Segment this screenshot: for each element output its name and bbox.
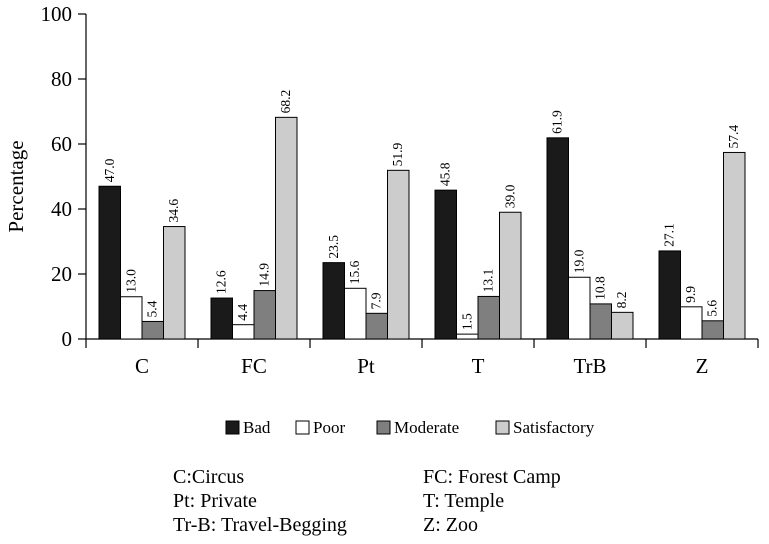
abbreviation-right: FC: Forest Camp — [423, 466, 561, 488]
value-label: 27.1 — [662, 223, 677, 247]
abbreviation-left: C:Circus — [173, 466, 245, 488]
bar-satisfactory-pt — [387, 169, 410, 340]
value-label: 15.6 — [347, 260, 362, 284]
value-label: 57.4 — [726, 125, 741, 149]
x-category-label: FC — [241, 354, 267, 378]
bar-satisfactory-trb — [611, 311, 634, 340]
value-label: 68.2 — [278, 90, 293, 114]
y-tick-label: 40 — [51, 197, 72, 221]
y-tick-label: 20 — [51, 262, 72, 286]
bar-poor-t — [456, 333, 479, 340]
value-label: 34.6 — [166, 199, 181, 223]
bar-satisfactory-c — [163, 226, 186, 340]
x-category-label: Pt — [357, 354, 375, 378]
bar-satisfactory-t — [499, 211, 522, 340]
bar-bad-pt — [322, 262, 345, 340]
y-tick-label: 100 — [41, 2, 73, 26]
value-label: 61.9 — [550, 110, 565, 134]
x-category-label: Z — [696, 354, 709, 378]
value-label: 19.0 — [571, 249, 586, 273]
value-label: 12.6 — [214, 270, 229, 294]
value-label: 1.5 — [459, 313, 474, 330]
bar-bad-trb — [546, 137, 569, 340]
abbreviation-right: T: Temple — [423, 490, 505, 512]
legend-label-moderate: Moderate — [394, 418, 459, 437]
bar-poor-fc — [232, 324, 255, 340]
y-axis-title: Percentage — [4, 140, 28, 232]
legend-label-poor: Poor — [313, 418, 345, 437]
bar-poor-z — [680, 306, 703, 340]
bar-moderate-z — [701, 320, 724, 340]
value-label: 5.4 — [145, 300, 160, 317]
y-tick-label: 60 — [51, 132, 72, 156]
bar-moderate-c — [141, 320, 164, 340]
abbreviation-left: Tr-B: Travel-Begging — [173, 514, 347, 536]
value-label: 9.9 — [683, 286, 698, 303]
bar-poor-trb — [568, 276, 591, 340]
y-tick-label: 0 — [62, 327, 73, 351]
value-label: 10.8 — [593, 276, 608, 300]
bar-poor-c — [120, 296, 143, 340]
value-label: 13.1 — [481, 269, 496, 293]
bar-moderate-trb — [589, 303, 612, 340]
value-label: 23.5 — [326, 235, 341, 259]
bar-satisfactory-fc — [275, 116, 298, 340]
legend-swatch-bad — [225, 420, 240, 435]
bar-moderate-t — [477, 295, 500, 340]
bar-bad-t — [434, 189, 457, 340]
y-tick-label: 80 — [51, 67, 72, 91]
bar-poor-pt — [344, 287, 367, 340]
legend-swatch-satisfactory — [495, 420, 510, 435]
bar-moderate-fc — [253, 290, 276, 340]
value-label: 8.2 — [614, 291, 629, 308]
legend-swatch-moderate — [376, 420, 391, 435]
bar-moderate-pt — [365, 312, 388, 340]
bar-bad-c — [98, 185, 121, 340]
legend-swatch-poor — [295, 420, 310, 435]
legend-label-satisfactory: Satisfactory — [513, 418, 595, 437]
bar-bad-fc — [210, 297, 233, 340]
value-label: 4.4 — [235, 304, 250, 321]
value-label: 13.0 — [123, 269, 138, 293]
abbreviation-left: Pt: Private — [173, 490, 257, 512]
value-label: 14.9 — [257, 263, 272, 287]
x-category-label: T — [472, 354, 485, 378]
value-label: 51.9 — [390, 142, 405, 166]
bar-bad-z — [658, 250, 681, 340]
value-label: 39.0 — [502, 184, 517, 208]
abbreviation-right: Z: Zoo — [423, 514, 478, 536]
x-category-label: TrB — [573, 354, 606, 378]
value-label: 45.8 — [438, 162, 453, 186]
value-label: 5.6 — [705, 300, 720, 317]
x-category-label: C — [135, 354, 149, 378]
bar-satisfactory-z — [723, 151, 746, 340]
legend-label-bad: Bad — [243, 418, 271, 437]
value-label: 47.0 — [102, 158, 117, 182]
value-label: 7.9 — [369, 292, 384, 309]
